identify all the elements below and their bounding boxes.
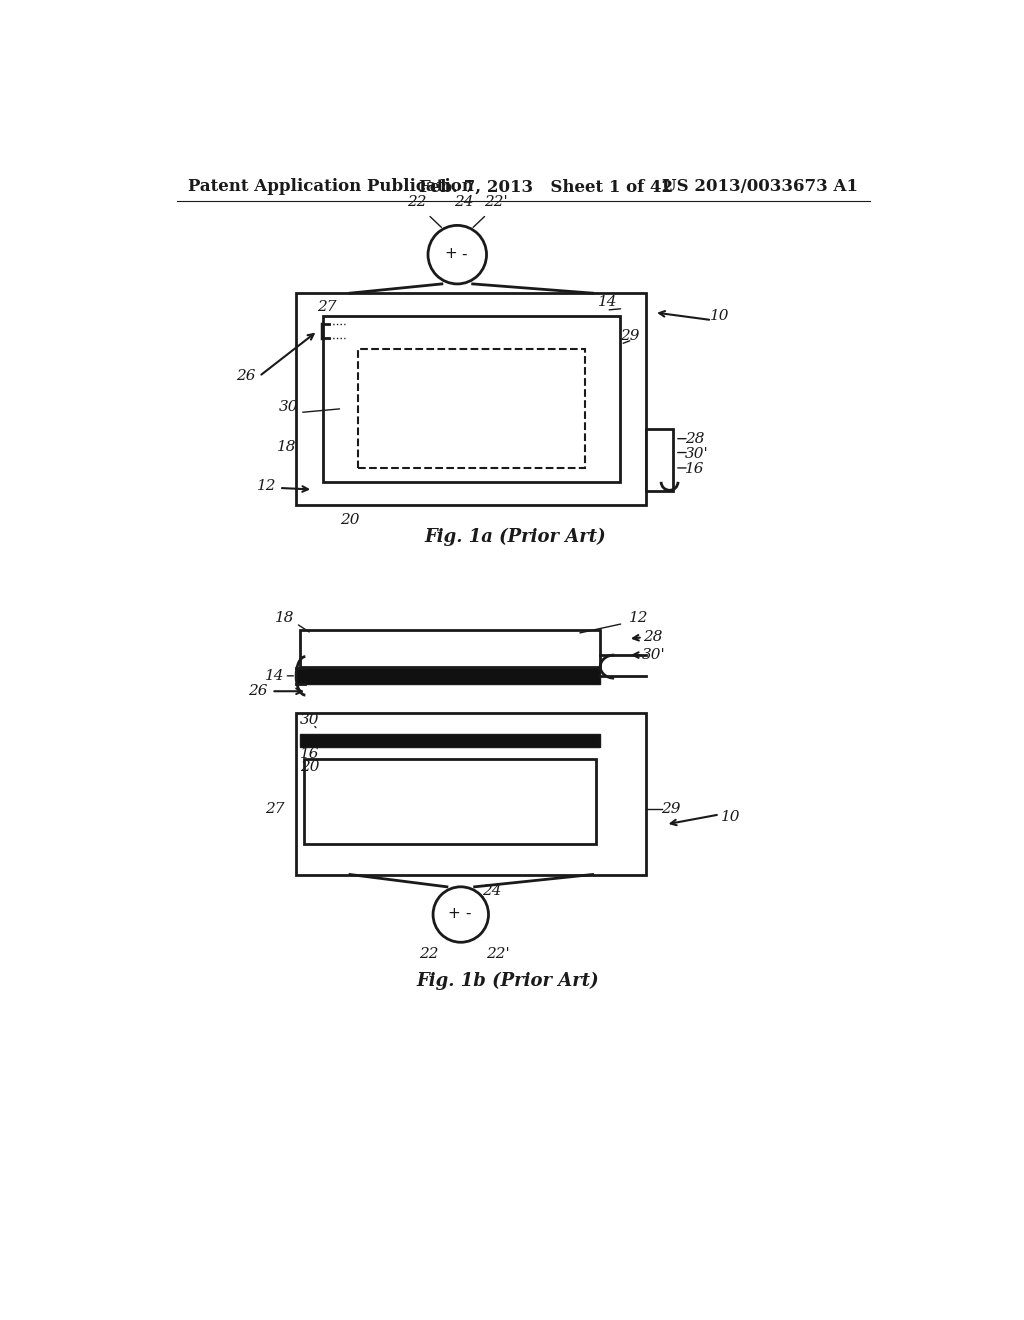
Circle shape: [428, 226, 486, 284]
Text: 27: 27: [317, 300, 337, 314]
Text: 30: 30: [300, 713, 319, 727]
Text: 20: 20: [340, 513, 359, 527]
Text: 18: 18: [278, 440, 297, 454]
Text: 20: 20: [300, 760, 319, 774]
Text: Feb. 7, 2013   Sheet 1 of 42: Feb. 7, 2013 Sheet 1 of 42: [419, 178, 674, 195]
Text: 27: 27: [265, 803, 285, 816]
Text: 29: 29: [662, 803, 681, 816]
Text: 12: 12: [257, 479, 276, 492]
Text: 10: 10: [710, 309, 729, 323]
Text: 26: 26: [237, 370, 256, 383]
Text: 12: 12: [629, 611, 648, 626]
Text: 28: 28: [643, 631, 663, 644]
Text: US 2013/0033673 A1: US 2013/0033673 A1: [662, 178, 858, 195]
Text: 30: 30: [279, 400, 298, 414]
Text: +: +: [444, 247, 457, 261]
Text: 18: 18: [274, 611, 294, 626]
Bar: [300, 734, 600, 747]
Text: -: -: [462, 247, 467, 261]
Text: 22': 22': [484, 195, 508, 210]
Text: Fig. 1b (Prior Art): Fig. 1b (Prior Art): [417, 972, 599, 990]
Bar: [300, 630, 600, 667]
Text: 29: 29: [620, 329, 639, 342]
Text: 16: 16: [300, 747, 319, 760]
Bar: [357, 348, 585, 469]
Text: 26: 26: [248, 684, 267, 698]
Bar: [296, 668, 600, 684]
Text: 14: 14: [265, 669, 285, 682]
Text: 16: 16: [685, 462, 705, 477]
Text: 30': 30': [685, 447, 709, 461]
Text: 22: 22: [408, 195, 427, 210]
Bar: [296, 293, 646, 506]
Text: Patent Application Publication: Patent Application Publication: [188, 178, 474, 195]
Bar: [304, 759, 596, 843]
Text: 22': 22': [485, 946, 510, 961]
Text: Fig. 1a (Prior Art): Fig. 1a (Prior Art): [425, 528, 606, 546]
Text: -: -: [465, 907, 470, 921]
Text: 22: 22: [419, 946, 438, 961]
Circle shape: [433, 887, 488, 942]
Bar: [323, 317, 620, 482]
Text: 30': 30': [642, 648, 666, 663]
Text: +: +: [447, 907, 460, 921]
Text: 24: 24: [454, 195, 473, 210]
Bar: [296, 713, 646, 875]
Text: 14: 14: [598, 296, 617, 309]
Bar: [646, 429, 674, 491]
Text: 24: 24: [482, 884, 502, 899]
Text: 10: 10: [722, 809, 741, 824]
Text: 28: 28: [685, 432, 705, 446]
